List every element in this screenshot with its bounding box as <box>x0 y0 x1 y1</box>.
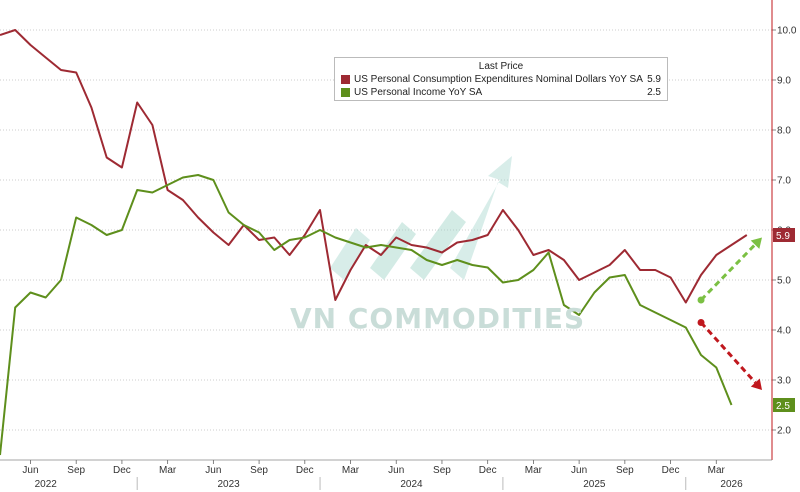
legend-label-income: US Personal Income YoY SA <box>354 87 483 98</box>
x-tick-label: Sep <box>250 465 268 476</box>
x-tick-label: Sep <box>433 465 451 476</box>
x-tick-label: Jun <box>571 465 587 476</box>
watermark-text: VN COMMODITIES <box>290 302 586 335</box>
annotation-arrow-shaft-0 <box>699 243 757 302</box>
x-tick-label: Dec <box>296 465 314 476</box>
x-year-label: 2024 <box>400 479 423 490</box>
series-line-1 <box>0 174 733 456</box>
chart-legend: Last Price US Personal Consumption Expen… <box>334 57 668 101</box>
y-tick-label: 4.0 <box>777 326 791 337</box>
annotation-arrow-head-0 <box>750 237 762 249</box>
series-value-tag-label-0: 5.9 <box>776 231 790 242</box>
watermark-shape <box>370 222 416 280</box>
x-tick-label: Jun <box>205 465 221 476</box>
watermark-logo <box>330 156 512 280</box>
annotation-arrow-start-0 <box>697 296 705 304</box>
series-value-tag-label-1: 2.5 <box>776 401 790 412</box>
x-tick-label: Jun <box>22 465 38 476</box>
x-year-label: 2025 <box>583 479 606 490</box>
y-tick-label: 5.0 <box>777 276 791 287</box>
x-tick-label: Dec <box>662 465 680 476</box>
annotation-arrow-shaft-1 <box>699 321 757 384</box>
y-tick-label: 3.0 <box>777 376 791 387</box>
legend-title: Last Price <box>478 61 524 72</box>
legend-swatch-income <box>341 88 350 97</box>
legend-entry-income: US Personal Income YoY SA 2.5 <box>341 87 661 99</box>
y-tick-label: 2.0 <box>777 426 791 437</box>
watermark-shape <box>330 228 370 280</box>
x-tick-label: Mar <box>525 465 543 476</box>
legend-label-pce: US Personal Consumption Expenditures Nom… <box>354 74 643 85</box>
watermark-shape <box>450 156 512 280</box>
series-value-tag-0 <box>773 228 795 242</box>
y-tick-label: 8.0 <box>777 126 791 137</box>
x-tick-label: Mar <box>159 465 177 476</box>
legend-value-pce: 5.9 <box>647 74 661 85</box>
y-tick-label: 9.0 <box>777 76 791 87</box>
legend-entry-pce: US Personal Consumption Expenditures Nom… <box>341 74 661 86</box>
x-tick-label: Jun <box>388 465 404 476</box>
series-value-tag-1 <box>773 398 795 412</box>
annotation-arrow-start-1 <box>697 319 705 326</box>
x-tick-label: Dec <box>113 465 131 476</box>
x-tick-label: Mar <box>708 465 726 476</box>
x-tick-label: Sep <box>67 465 85 476</box>
x-tick-label: Mar <box>342 465 360 476</box>
y-tick-label: 10.0 <box>777 26 797 37</box>
x-tick-label: Sep <box>616 465 634 476</box>
x-year-label: 2026 <box>720 479 743 490</box>
x-year-label: 2023 <box>217 479 240 490</box>
annotation-arrow-head-1 <box>750 378 762 390</box>
y-tick-label: 7.0 <box>777 176 791 187</box>
legend-value-income: 2.5 <box>647 87 661 98</box>
watermark-shape <box>410 210 466 280</box>
legend-swatch-pce <box>341 75 350 84</box>
x-tick-label: Dec <box>479 465 497 476</box>
x-year-label: 2022 <box>35 479 58 490</box>
series-line-0 <box>0 29 748 304</box>
